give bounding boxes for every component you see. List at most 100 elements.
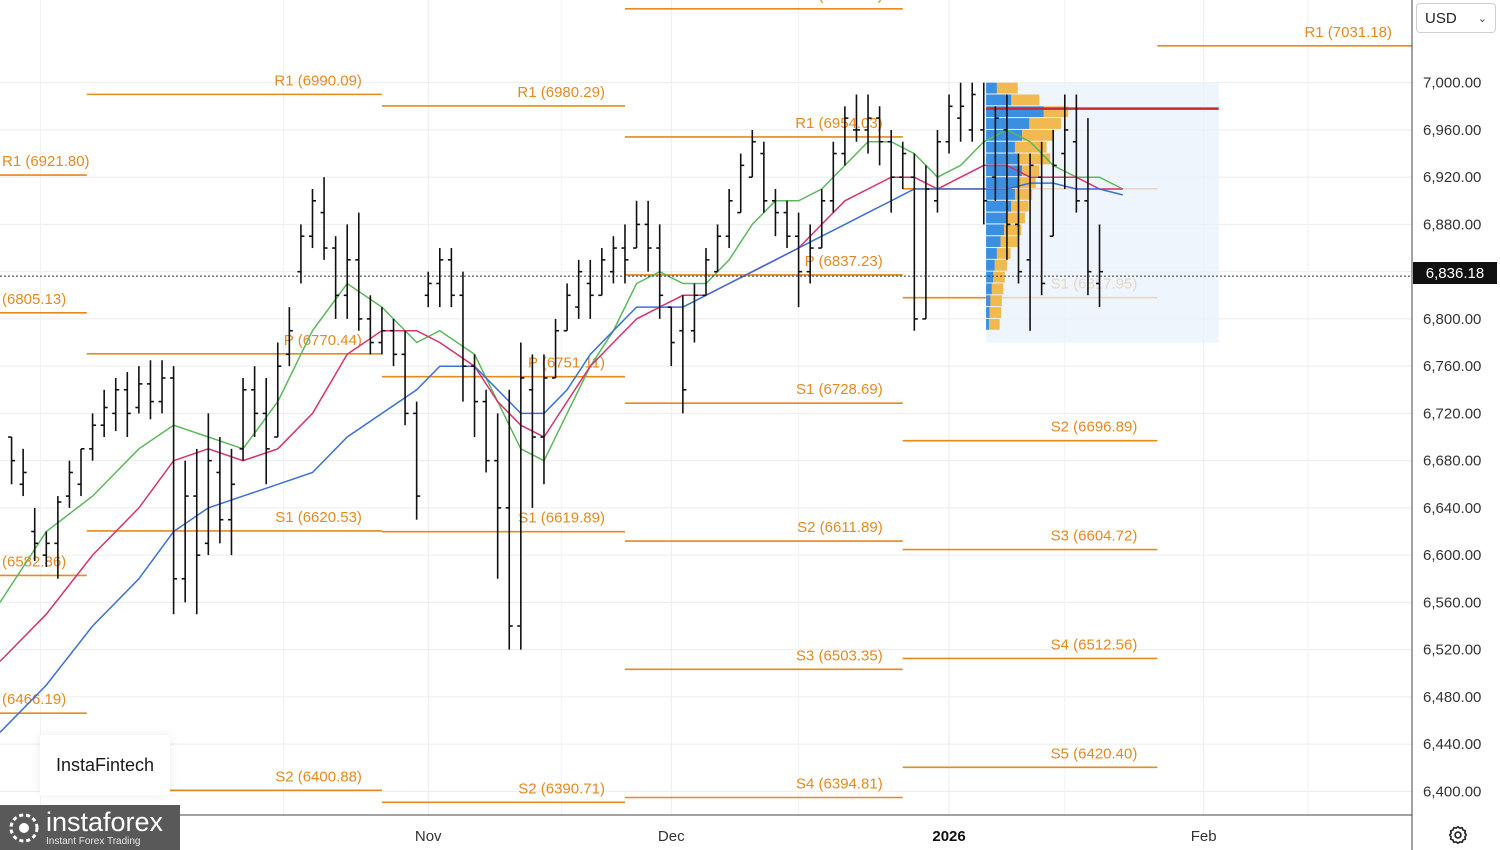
volume-profile-bar-buy: [986, 200, 1012, 212]
volume-profile-bar-sell: [993, 271, 1005, 283]
instafintech-logo: InstaFintech: [40, 735, 170, 795]
pivot-level-label: (6805.13): [2, 291, 66, 308]
ohlc-bar: [285, 307, 293, 367]
pivot-level-label: S5 (6420.40): [1051, 745, 1138, 762]
ohlc-bar: [65, 460, 73, 508]
ohlc-bar: [366, 295, 374, 355]
y-tick-label: 6,640.00: [1423, 500, 1481, 517]
ohlc-bar: [1026, 153, 1034, 331]
ohlc-bar: [320, 177, 328, 260]
ohlc-bar: [447, 248, 455, 308]
pivot-level-label: R1 (6921.80): [2, 153, 90, 170]
ohlc-bar: [945, 94, 953, 154]
ohlc-bar: [31, 507, 39, 562]
pivot-level-label: S2 (6400.88): [275, 768, 362, 785]
volume-profile-bar-buy: [986, 236, 1001, 248]
ohlc-bar: [8, 436, 16, 485]
volume-profile-bar-buy: [986, 248, 997, 259]
ohlc-bar: [378, 307, 386, 355]
ohlc-bar: [54, 496, 62, 579]
y-tick-label: 6,960.00: [1423, 122, 1481, 139]
ohlc-bar: [1084, 118, 1092, 296]
currency-value: USD: [1425, 9, 1457, 27]
volume-profile-bar-sell: [1018, 153, 1051, 165]
settings-button[interactable]: [1444, 822, 1472, 848]
ohlc-bar: [297, 224, 305, 284]
ohlc-bar: [540, 354, 548, 485]
ohlc-bar: [123, 372, 131, 438]
ohlc-bar: [193, 448, 201, 615]
volume-profile-bar-buy: [986, 212, 1008, 224]
instaforex-logo: instaforex Instant Forex Trading: [0, 805, 180, 850]
ohlc-bar: [494, 413, 502, 579]
ohlc-bar: [332, 236, 340, 319]
ohlc-bar: [980, 82, 988, 225]
volume-profile-bar-sell: [990, 295, 1002, 307]
volume-profile-bar-buy: [986, 259, 995, 271]
ohlc-bar: [818, 188, 826, 249]
ohlc-bar: [586, 259, 594, 319]
instaforex-mark-icon: [9, 813, 39, 842]
ohlc-bar: [690, 283, 698, 343]
y-tick-label: 6,560.00: [1423, 594, 1481, 611]
ohlc-bar: [42, 531, 50, 567]
ohlc-bar: [528, 354, 536, 508]
ohlc-bar: [910, 153, 918, 331]
volume-profile-bar-sell: [1029, 118, 1061, 129]
volume-profile-bar-sell: [1014, 141, 1047, 153]
volume-profile-bar-buy: [986, 307, 990, 318]
ohlc-bar: [552, 318, 560, 379]
volume-profile-bar-buy: [986, 177, 1019, 188]
moving-averages: [0, 129, 1124, 733]
pivot-level-label: R1 (6980.29): [517, 84, 605, 101]
volume-profile-bar-sell: [989, 307, 1002, 318]
y-tick-label: 6,520.00: [1423, 642, 1481, 659]
y-tick-label: 7,000.00: [1423, 75, 1481, 92]
ohlc-bar: [864, 94, 872, 154]
ohlc-bar: [575, 259, 583, 319]
ohlc-bar: [413, 401, 421, 520]
ohlc-bar: [1014, 153, 1022, 284]
volume-profile-bar-sell: [996, 248, 1011, 259]
ohlc-bar: [714, 224, 722, 273]
y-tick-label: 6,920.00: [1423, 169, 1481, 186]
pivot-level-label: R1 (6990.09): [274, 72, 362, 89]
y-tick-label: 6,480.00: [1423, 689, 1481, 706]
volume-profile-bar-buy: [986, 153, 1019, 165]
ohlc-bar: [968, 82, 976, 142]
pivot-level-label: S4 (6512.56): [1051, 636, 1138, 653]
ohlc-bar: [1072, 94, 1080, 213]
volume-profile-bar-sell: [1004, 224, 1022, 236]
pivot-level-label: P (6770.44): [284, 332, 362, 349]
volume-profile: [986, 82, 1219, 343]
ohlc-bar: [957, 82, 965, 142]
ohlc-bar: [702, 248, 710, 297]
pivot-level-label: P (6837.23): [805, 253, 883, 270]
ohlc-bar: [933, 129, 941, 213]
ohlc-bar: [517, 342, 525, 650]
x-tick-label: Nov: [415, 828, 442, 845]
pivot-level-label: S1 (6619.89): [518, 510, 605, 527]
x-tick-label: 2026: [932, 828, 965, 845]
moving-average-line-2: [0, 182, 1123, 733]
ohlc-bar: [1096, 224, 1104, 308]
volume-profile-bar-buy: [986, 165, 1023, 177]
pivot-level-label: S2 (6611.89): [797, 519, 883, 536]
ohlc-bar: [100, 389, 108, 438]
ohlc-bar: [737, 153, 745, 214]
volume-profile-bar-sell: [1007, 212, 1025, 224]
currency-select[interactable]: USD ⌄: [1416, 3, 1496, 33]
volume-profile-bar-buy: [986, 129, 1023, 141]
ohlc-bar: [112, 377, 120, 432]
ohlc-bar: [482, 389, 490, 473]
ohlc-bar: [841, 106, 849, 166]
ohlc-bar: [633, 200, 641, 249]
ohlc-bar: [887, 129, 895, 213]
volume-profile-bar-sell: [1011, 94, 1040, 106]
volume-profile-bar-buy: [986, 188, 1015, 200]
x-tick-label: Dec: [658, 828, 685, 845]
volume-profile-bar-sell: [1022, 129, 1054, 141]
gear-icon: [1448, 825, 1468, 845]
ohlc-bar: [181, 460, 189, 603]
